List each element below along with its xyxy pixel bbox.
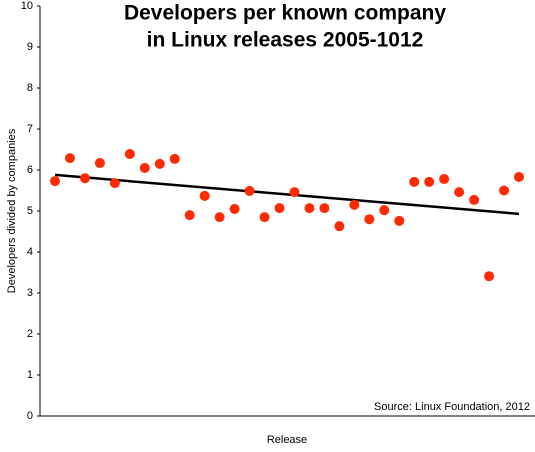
point [124, 149, 135, 160]
point [139, 162, 150, 173]
point [214, 212, 225, 223]
point [169, 153, 180, 164]
point [244, 185, 255, 196]
y-tick-label: 3 [27, 287, 33, 299]
y-tick-label: 1 [27, 369, 33, 381]
point [109, 178, 120, 189]
trend-line [54, 173, 520, 216]
point [319, 203, 330, 214]
point [184, 210, 195, 221]
point [64, 153, 75, 164]
point [289, 187, 300, 198]
y-tick-label: 9 [27, 41, 33, 53]
y-tick-label: 10 [21, 0, 33, 12]
chart-title: in Linux releases 2005-1012 [147, 29, 424, 52]
chart-title: Developers per known company [124, 2, 446, 25]
point [499, 185, 510, 196]
point [454, 187, 465, 198]
point [424, 176, 435, 187]
point [154, 158, 165, 169]
point [94, 158, 105, 169]
y-tick-label: 4 [27, 246, 33, 258]
point [274, 203, 285, 214]
point [484, 271, 495, 282]
point [514, 171, 524, 182]
point [409, 176, 420, 187]
y-tick-label: 2 [27, 328, 33, 340]
point [439, 174, 450, 185]
point [364, 214, 375, 225]
point [349, 199, 360, 210]
x-axis-label: Release [267, 434, 307, 446]
y-axis-label: Developers divided by companies [6, 128, 18, 293]
source-note: Source: Linux Foundation, 2012 [374, 401, 530, 413]
y-tick-label: 6 [27, 164, 33, 176]
y-tick-label: 5 [27, 205, 33, 217]
y-tick-label: 0 [27, 410, 33, 422]
point [79, 173, 90, 184]
point [304, 203, 315, 214]
point [469, 194, 480, 205]
point [334, 221, 345, 232]
point [379, 205, 390, 216]
point [199, 190, 210, 201]
point [229, 203, 240, 214]
point [259, 212, 270, 223]
y-tick-label: 7 [27, 123, 33, 135]
y-tick-label: 8 [27, 82, 33, 94]
point [50, 176, 60, 187]
point [394, 215, 405, 226]
